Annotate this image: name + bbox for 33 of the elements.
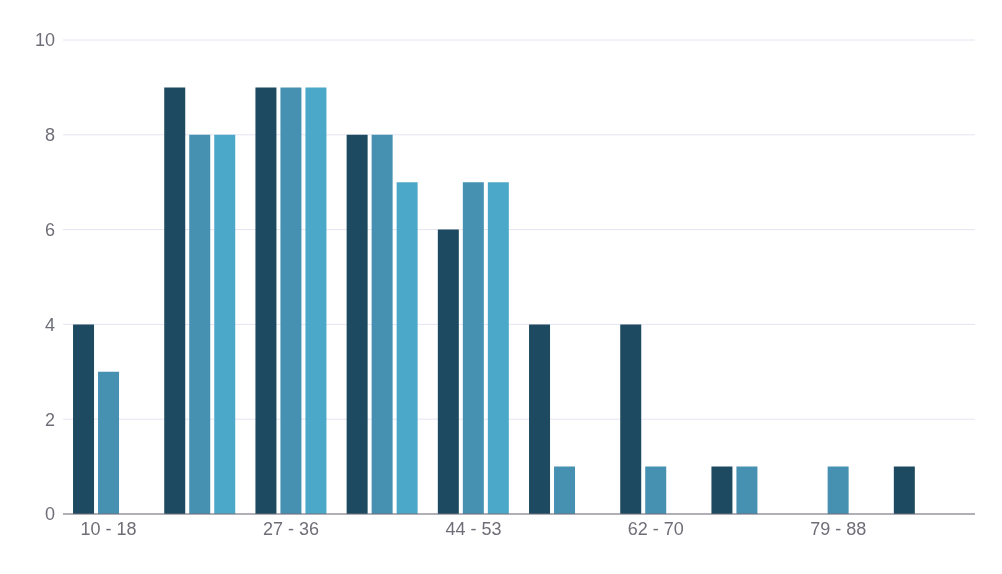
- bar: [554, 466, 576, 514]
- y-tick-label: 4: [44, 314, 55, 335]
- y-tick-label: 0: [44, 504, 55, 525]
- x-tick-label: 44 - 53: [445, 518, 502, 539]
- bar: [98, 371, 120, 514]
- x-tick-label: 27 - 36: [262, 518, 320, 539]
- y-tick-label: 6: [44, 219, 55, 240]
- bar: [280, 87, 302, 514]
- bar: [437, 229, 459, 514]
- x-tick-label: 62 - 70: [627, 518, 684, 539]
- bar: [396, 182, 418, 514]
- bar: [73, 324, 95, 514]
- bar: [305, 87, 327, 514]
- bar: [255, 87, 277, 514]
- bar: [371, 134, 393, 514]
- bar: [736, 466, 758, 514]
- bar: [529, 324, 551, 514]
- x-tick-label: 79 - 88: [810, 518, 867, 539]
- bar: [346, 134, 368, 514]
- x-tick-label: 10 - 18: [80, 518, 137, 539]
- y-tick-label: 8: [44, 125, 55, 146]
- bar: [487, 182, 509, 514]
- bar: [189, 134, 211, 514]
- bar: [214, 134, 236, 514]
- bar: [827, 466, 849, 514]
- bar: [645, 466, 667, 514]
- bar: [620, 324, 642, 514]
- y-tick-label: 2: [44, 409, 55, 430]
- bar: [893, 466, 915, 514]
- bar: [164, 87, 186, 514]
- bar: [711, 466, 733, 514]
- y-tick-label: 10: [34, 30, 55, 51]
- bar: [462, 182, 484, 514]
